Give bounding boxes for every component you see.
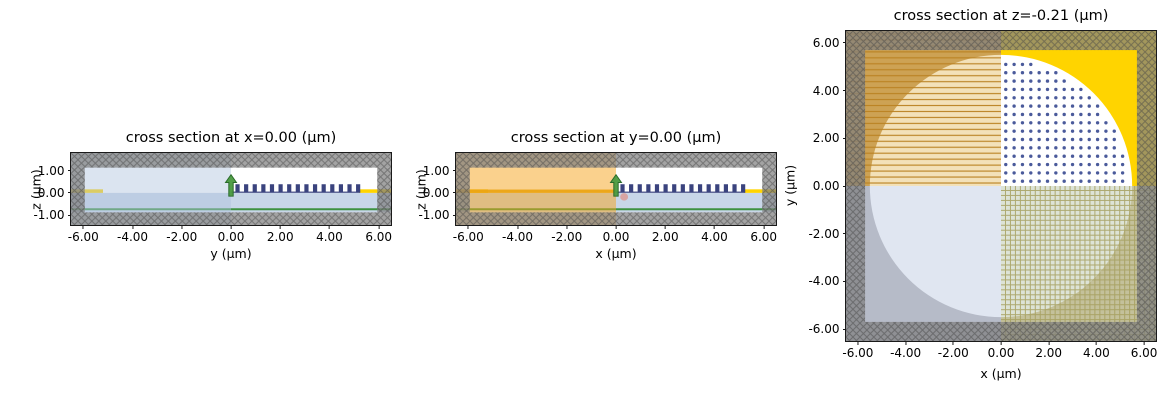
panel-x-xtick-labels: -6.00 -4.00 -2.00 0.00 2.00 4.00 6.00 xyxy=(68,225,392,245)
tick-label: 0.00 xyxy=(423,187,456,199)
tick-label: 2.00 xyxy=(813,132,846,144)
slab-line xyxy=(616,191,746,193)
pml-left xyxy=(456,167,470,213)
tick-label: -2.00 xyxy=(808,228,846,240)
slab-line xyxy=(231,191,361,193)
panel-x-xlabel: y (μm) xyxy=(210,246,252,261)
mode-monitor-dot xyxy=(620,193,629,201)
pml-left xyxy=(71,167,85,213)
panel-z-title: cross section at z=-0.21 (μm) xyxy=(893,8,1109,24)
tick-label: -4.00 xyxy=(808,275,846,287)
panel-x-ylabel: z (μm) xyxy=(28,169,44,210)
tick-label: 6.00 xyxy=(1131,341,1157,359)
pml-bottom xyxy=(71,212,391,225)
panel-z-ylabel: y (μm) xyxy=(782,164,798,207)
pml-top xyxy=(456,153,776,168)
pml-bottom xyxy=(456,212,776,225)
cross-section-z-plot xyxy=(846,31,1156,341)
tick-label: -6.00 xyxy=(808,323,846,335)
tick-label: 2.00 xyxy=(652,225,679,243)
pillar-array-row xyxy=(235,184,361,193)
tick-label: 2.00 xyxy=(267,225,294,243)
gold-film-right xyxy=(359,189,391,193)
tick-label: 4.00 xyxy=(813,85,846,97)
tick-label: 4.00 xyxy=(701,225,728,243)
panel-z-xtick-labels: -6.00 -4.00 -2.00 0.00 2.00 4.00 6.00 xyxy=(842,341,1157,361)
cross-section-y-plot xyxy=(456,153,776,225)
tick-label: 1.00 xyxy=(38,165,71,177)
tick-label: 0.00 xyxy=(813,180,846,192)
tick-label: 0.00 xyxy=(603,225,629,243)
tick-label: -6.00 xyxy=(453,225,484,243)
tick-label: -4.00 xyxy=(117,225,148,243)
tick-label: 4.00 xyxy=(1083,341,1110,359)
pml-right xyxy=(377,167,391,213)
tick-label: -4.00 xyxy=(890,341,921,359)
panel-z-xlabel: x (μm) xyxy=(980,366,1022,381)
tick-label: -2.00 xyxy=(938,341,969,359)
pml-left xyxy=(846,50,866,322)
tick-label: 2.00 xyxy=(1035,341,1062,359)
tick-label: 4.00 xyxy=(316,225,343,243)
panel-y-axes: -6.00 -4.00 -2.00 0.00 2.00 4.00 6.00 1.00 0.00… xyxy=(418,152,777,243)
gold-film-left xyxy=(71,189,103,193)
circle-region-bottomleft xyxy=(869,186,1001,318)
tick-label: 0.00 xyxy=(38,187,71,199)
source-arrow xyxy=(224,173,238,197)
pillar-array-row xyxy=(620,184,746,193)
mesh-hatch-bottomright xyxy=(1001,186,1156,341)
circle-region-topright xyxy=(1001,54,1133,186)
tick-label: 0.00 xyxy=(218,225,244,243)
pml-right xyxy=(762,167,776,213)
panel-z-ytick-labels: 6.00 4.00 2.00 0.00 -2.00 -4.00 -6.00 xyxy=(796,31,846,341)
panel-y-ytick-labels: 1.00 0.00 -1.00 xyxy=(406,153,456,225)
tick-label: 6.00 xyxy=(365,225,392,243)
tick-label: -6.00 xyxy=(68,225,99,243)
pillar-array-dots xyxy=(1004,62,1125,183)
pml-top xyxy=(71,153,391,168)
panel-y-xtick-labels: -6.00 -4.00 -2.00 0.00 2.00 4.00 6.00 xyxy=(453,225,777,245)
tick-label: -4.00 xyxy=(502,225,533,243)
pml-top xyxy=(846,31,1156,51)
tick-label: -1.00 xyxy=(418,209,456,221)
pml-right xyxy=(1136,50,1156,322)
substrate xyxy=(71,192,391,213)
panel-x-ytick-labels: 1.00 0.00 -1.00 xyxy=(21,153,71,225)
pml-bottom xyxy=(846,321,1156,341)
panel-x-title: cross section at x=0.00 (μm) xyxy=(125,130,337,146)
source-arrow xyxy=(609,173,623,197)
tick-label: 6.00 xyxy=(813,37,846,49)
panel-x-axes: -6.00 -4.00 -2.00 0.00 2.00 4.00 6.00 1.00 0.00… xyxy=(33,152,392,243)
tick-label: 6.00 xyxy=(750,225,777,243)
panel-z-axes: -6.00 -4.00 -2.00 0.00 2.00 4.00 6.00 6.00 4.00… xyxy=(808,30,1157,359)
panel-y-xlabel: x (μm) xyxy=(595,246,637,261)
panel-y-ylabel: z (μm) xyxy=(413,169,429,210)
tick-label: 0.00 xyxy=(988,341,1014,359)
monitor-hatch-topleft xyxy=(846,31,1001,186)
tick-label: 1.00 xyxy=(423,165,456,177)
tick-label: -1.00 xyxy=(33,209,71,221)
tick-label: -2.00 xyxy=(551,225,582,243)
tick-label: -6.00 xyxy=(842,341,873,359)
panel-y-title: cross section at y=0.00 (μm) xyxy=(510,130,722,146)
tick-label: -2.00 xyxy=(166,225,197,243)
cross-section-x-plot xyxy=(71,153,391,225)
gold-film-right xyxy=(744,189,776,193)
